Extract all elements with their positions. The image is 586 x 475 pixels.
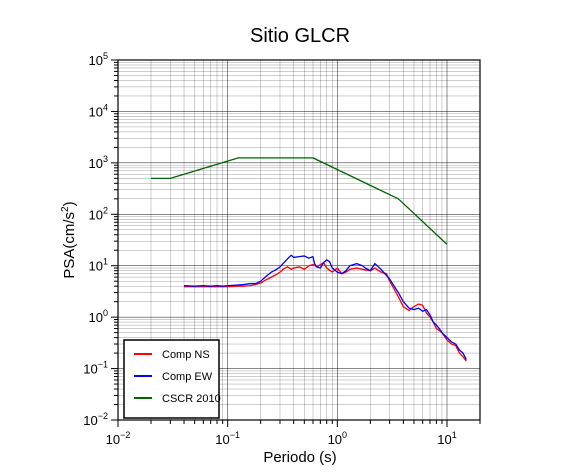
y-tick-label: 103 [89, 154, 108, 171]
series-line-comp-ew [183, 254, 467, 360]
y-tick-label: 104 [89, 102, 108, 119]
legend: Comp NS Comp EW CSCR 2010 [123, 339, 221, 419]
tick-marks [111, 59, 481, 427]
x-tick-label: 10−2 [106, 430, 131, 447]
legend-label-comp-ew: Comp EW [162, 371, 213, 383]
x-tick-labels: 10−2 10−1 100 101 [106, 430, 457, 447]
y-tick-label: 105 [89, 51, 108, 68]
y-axis-label-sup: 2 [60, 206, 71, 212]
y-axis-label-suffix: ) [61, 201, 78, 206]
x-tick-label: 100 [328, 430, 347, 447]
x-tick-label: 101 [437, 430, 456, 447]
legend-label-cscr-2010: CSCR 2010 [162, 393, 221, 405]
y-tick-label: 10−1 [83, 360, 108, 377]
y-axis-label-prefix: PSA(cm/s [61, 212, 78, 279]
series-line-comp-ns [184, 261, 467, 362]
x-axis-label: Periodo (s) [263, 449, 336, 466]
grid-lines [117, 59, 481, 421]
series-line-cscr-2010 [151, 157, 448, 245]
series-layer [151, 157, 467, 362]
chart-title: Sitio GLCR [250, 25, 350, 47]
y-axis-label: PSA(cm/s2) [60, 201, 78, 278]
y-tick-labels: 10−2 10−1 100 101 102 103 104 105 [83, 51, 108, 428]
y-tick-label: 100 [89, 308, 108, 325]
y-tick-label: 10−2 [83, 411, 108, 428]
plot-frame [117, 59, 481, 421]
y-tick-label: 102 [89, 205, 108, 222]
legend-label-comp-ns: Comp NS [162, 349, 210, 361]
y-tick-label: 101 [89, 257, 108, 274]
x-tick-label: 10−1 [215, 430, 240, 447]
